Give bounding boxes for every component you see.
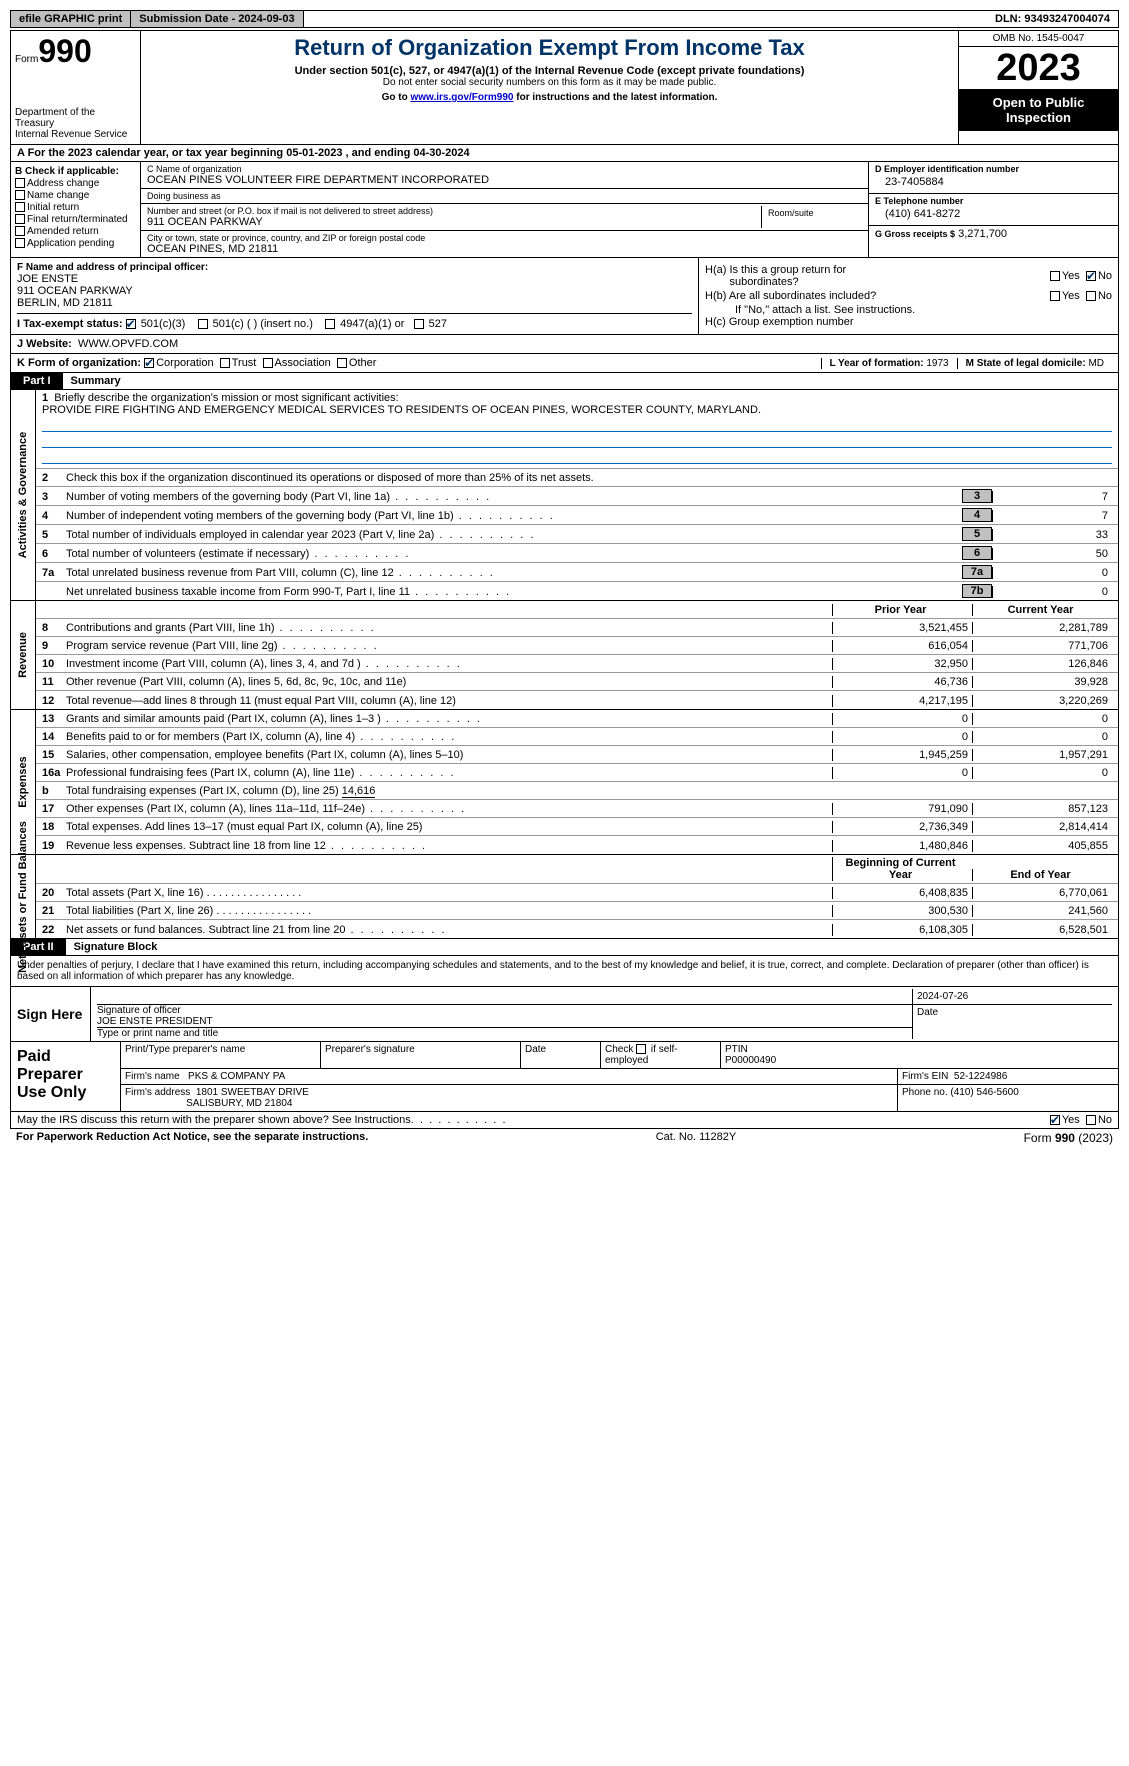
public-inspection: Open to Public Inspection — [959, 89, 1118, 131]
boxes-b-through-g: B Check if applicable: Address change Na… — [10, 162, 1119, 258]
section-activities-governance: Activities & Governance 1 Briefly descri… — [10, 390, 1119, 601]
city-state-zip: OCEAN PINES, MD 21811 — [147, 243, 862, 255]
box-h: H(a) Is this a group return for subordin… — [698, 258, 1118, 334]
officer-signature: JOE ENSTE PRESIDENT — [97, 1016, 912, 1028]
checkbox-final-return[interactable] — [15, 214, 25, 224]
submission-date: Submission Date - 2024-09-03 — [131, 11, 303, 27]
curr-8: 2,281,789 — [972, 622, 1112, 634]
val-4: 7 — [992, 510, 1112, 522]
page-footer: For Paperwork Reduction Act Notice, see … — [10, 1129, 1119, 1147]
section-net-assets: Net Assets or Fund Balances Beginning of… — [10, 855, 1119, 939]
section-revenue: Revenue Prior YearCurrent Year 8Contribu… — [10, 601, 1119, 710]
org-name: OCEAN PINES VOLUNTEER FIRE DEPARTMENT IN… — [147, 174, 862, 186]
part-1-header: Part I Summary — [10, 373, 1119, 390]
checkbox-self-employed[interactable] — [636, 1044, 646, 1054]
form-header: Form990 Department of the Treasury Inter… — [10, 30, 1119, 145]
checkbox-501c3[interactable] — [126, 319, 136, 329]
officer-name: JOE ENSTE — [17, 273, 692, 285]
checkbox-hb-no[interactable] — [1086, 291, 1096, 301]
checkbox-other[interactable] — [337, 358, 347, 368]
checkbox-ha-yes[interactable] — [1050, 271, 1060, 281]
irs-link[interactable]: www.irs.gov/Form990 — [410, 92, 513, 103]
cat-no: Cat. No. 11282Y — [656, 1131, 737, 1145]
checkbox-discuss-no[interactable] — [1086, 1115, 1096, 1125]
tax-year-line: A For the 2023 calendar year, or tax yea… — [10, 145, 1119, 162]
website: WWW.OPVFD.COM — [78, 338, 178, 350]
checkbox-address-change[interactable] — [15, 178, 25, 188]
form-subtitle-3: Go to www.irs.gov/Form990 for instructio… — [149, 92, 950, 103]
ptin: P00000490 — [725, 1055, 776, 1066]
checkbox-initial-return[interactable] — [15, 202, 25, 212]
part-2-header: Part II Signature Block — [10, 939, 1119, 956]
box-m: M State of legal domicile: MD — [957, 358, 1112, 369]
form-subtitle-1: Under section 501(c), 527, or 4947(a)(1)… — [149, 65, 950, 77]
val-6: 50 — [992, 548, 1112, 560]
efile-print-button[interactable]: efile GRAPHIC print — [11, 11, 131, 27]
box-g: G Gross receipts $ 3,271,700 — [869, 226, 1118, 257]
val-7b: 0 — [992, 586, 1112, 598]
firm-name: PKS & COMPANY PA — [188, 1071, 285, 1082]
firm-addr1: 1801 SWEETBAY DRIVE — [196, 1087, 309, 1098]
row-j: J Website: WWW.OPVFD.COM — [10, 335, 1119, 354]
checkbox-trust[interactable] — [220, 358, 230, 368]
checkbox-discuss-yes[interactable] — [1050, 1115, 1060, 1125]
penalties-text: Under penalties of perjury, I declare th… — [10, 956, 1119, 987]
form-number: 990 — [38, 33, 91, 69]
irs-label: Internal Revenue Service — [15, 129, 136, 140]
omb-number: OMB No. 1545-0047 — [959, 31, 1118, 47]
checkbox-ha-no[interactable] — [1086, 271, 1096, 281]
checkbox-corp[interactable] — [144, 358, 154, 368]
sign-date: 2024-07-26 — [912, 989, 1112, 1004]
box-b: B Check if applicable: Address change Na… — [11, 162, 141, 257]
val-5: 33 — [992, 529, 1112, 541]
mission: PROVIDE FIRE FIGHTING AND EMERGENCY MEDI… — [42, 404, 761, 416]
top-bar: efile GRAPHIC print Submission Date - 20… — [10, 10, 1119, 28]
tax-year: 2023 — [959, 47, 1118, 89]
firm-ein: 52-1224986 — [954, 1071, 1007, 1082]
box-d: D Employer identification number 23-7405… — [869, 162, 1118, 194]
telephone: (410) 641-8272 — [875, 206, 1112, 220]
form-title: Return of Organization Exempt From Incom… — [149, 35, 950, 61]
sign-here-block: Sign Here 2024-07-26 Signature of office… — [10, 987, 1119, 1042]
gross-receipts: 3,271,700 — [958, 228, 1007, 240]
discuss-row: May the IRS discuss this return with the… — [10, 1112, 1119, 1129]
val-3: 7 — [992, 491, 1112, 503]
prior-8: 3,521,455 — [832, 622, 972, 634]
checkbox-501c[interactable] — [198, 319, 208, 329]
box-l: L Year of formation: 1973 — [821, 358, 957, 369]
boxes-f-h: F Name and address of principal officer:… — [10, 258, 1119, 335]
checkbox-527[interactable] — [414, 319, 424, 329]
section-expenses: Expenses 13Grants and similar amounts pa… — [10, 710, 1119, 855]
street-address: 911 OCEAN PARKWAY — [147, 216, 761, 228]
dln: DLN: 93493247004074 — [987, 11, 1118, 27]
val-7a: 0 — [992, 567, 1112, 579]
checkbox-assoc[interactable] — [263, 358, 273, 368]
form-subtitle-2: Do not enter social security numbers on … — [149, 77, 950, 88]
box-e: E Telephone number (410) 641-8272 — [869, 194, 1118, 226]
box-f: F Name and address of principal officer:… — [11, 258, 698, 334]
form-word: Form — [15, 54, 38, 65]
checkbox-name-change[interactable] — [15, 190, 25, 200]
checkbox-app-pending[interactable] — [15, 238, 25, 248]
row-klm: K Form of organization: Corporation Trus… — [10, 354, 1119, 373]
checkbox-amended[interactable] — [15, 226, 25, 236]
firm-phone: (410) 546-5600 — [950, 1087, 1018, 1098]
checkbox-hb-yes[interactable] — [1050, 291, 1060, 301]
dept-treasury: Department of the Treasury — [15, 107, 136, 129]
ein: 23-7405884 — [875, 174, 1112, 188]
checkbox-4947[interactable] — [325, 319, 335, 329]
paid-preparer-block: Paid Preparer Use Only Print/Type prepar… — [10, 1042, 1119, 1112]
box-c: C Name of organization OCEAN PINES VOLUN… — [141, 162, 868, 257]
